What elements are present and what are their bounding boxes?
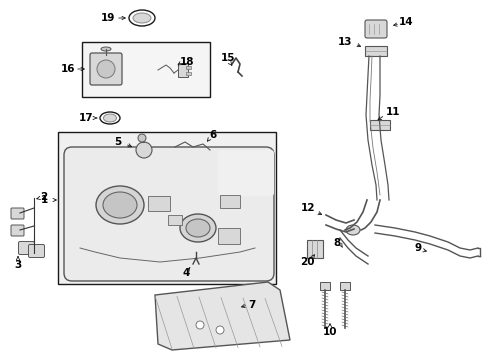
Text: 3: 3	[14, 260, 21, 270]
FancyBboxPatch shape	[64, 147, 273, 281]
Ellipse shape	[100, 112, 120, 124]
FancyBboxPatch shape	[90, 53, 122, 85]
Text: 15: 15	[220, 53, 235, 63]
Bar	[306, 240, 323, 258]
Text: 5: 5	[114, 137, 122, 147]
FancyBboxPatch shape	[11, 225, 24, 236]
Text: 10: 10	[322, 327, 337, 337]
Polygon shape	[155, 282, 289, 350]
Circle shape	[216, 326, 224, 334]
Ellipse shape	[346, 225, 359, 235]
Text: 14: 14	[398, 17, 412, 27]
Text: 20: 20	[299, 257, 314, 267]
Bar	[369, 120, 389, 130]
Bar	[178, 63, 187, 77]
Text: 12: 12	[300, 203, 315, 213]
Bar	[185, 66, 191, 69]
Circle shape	[136, 142, 152, 158]
Ellipse shape	[185, 219, 209, 237]
FancyBboxPatch shape	[28, 244, 44, 257]
Text: 4: 4	[182, 268, 189, 278]
Text: 1: 1	[41, 195, 47, 205]
Bar	[339, 282, 349, 290]
Bar	[148, 196, 170, 211]
Bar	[319, 282, 329, 290]
FancyBboxPatch shape	[218, 150, 273, 196]
Text: 9: 9	[414, 243, 421, 253]
Ellipse shape	[96, 186, 143, 224]
FancyBboxPatch shape	[364, 20, 386, 38]
Ellipse shape	[133, 13, 151, 23]
Text: 16: 16	[61, 64, 75, 74]
Bar	[58, 132, 275, 284]
Circle shape	[196, 321, 203, 329]
Bar	[364, 46, 386, 56]
Text: 8: 8	[333, 238, 340, 248]
Text: 6: 6	[209, 130, 216, 140]
FancyBboxPatch shape	[19, 242, 35, 255]
Ellipse shape	[103, 192, 137, 218]
Ellipse shape	[103, 114, 116, 122]
Circle shape	[97, 60, 115, 78]
Text: 18: 18	[180, 57, 194, 67]
Bar	[220, 195, 240, 208]
FancyBboxPatch shape	[11, 208, 24, 219]
Text: 19: 19	[101, 13, 115, 23]
Bar	[168, 215, 182, 225]
Text: 11: 11	[385, 107, 400, 117]
Bar	[82, 42, 209, 97]
Text: 2: 2	[41, 192, 47, 202]
Ellipse shape	[180, 214, 216, 242]
Circle shape	[138, 134, 146, 142]
Ellipse shape	[129, 10, 155, 26]
Ellipse shape	[101, 47, 111, 51]
Bar	[185, 72, 191, 75]
Bar	[218, 228, 240, 244]
Text: 17: 17	[79, 113, 93, 123]
Text: 7: 7	[248, 300, 255, 310]
Text: 13: 13	[337, 37, 351, 47]
